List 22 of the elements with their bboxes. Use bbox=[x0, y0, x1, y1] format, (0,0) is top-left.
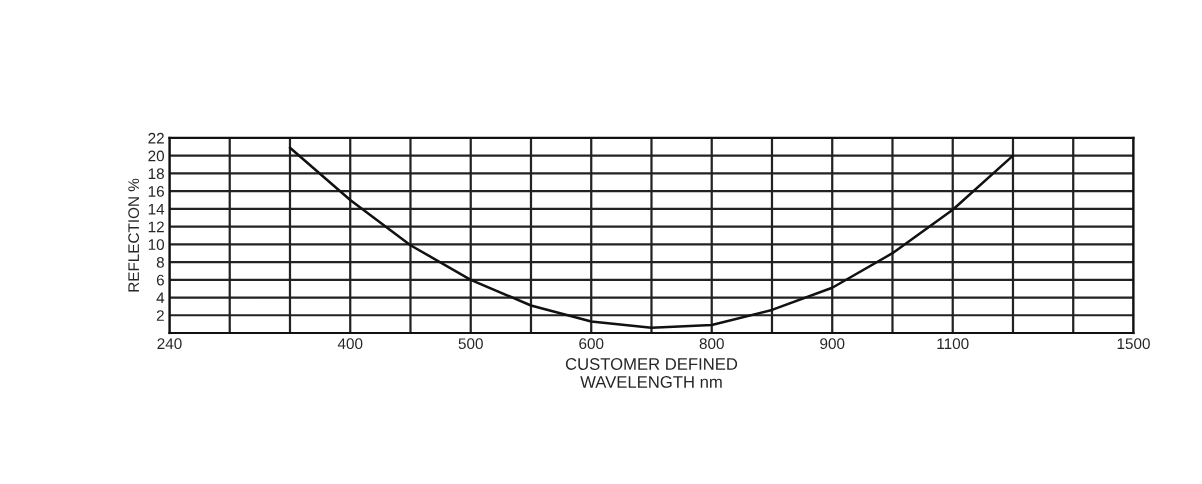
y-tick-label: 8 bbox=[156, 256, 164, 268]
y-tick-label: 16 bbox=[148, 186, 164, 197]
y-tick-label: 12 bbox=[148, 221, 164, 233]
x-tick-label: 240 bbox=[157, 338, 182, 350]
y-axis-title: REFLECTION % bbox=[128, 178, 140, 292]
y-tick-label: 6 bbox=[156, 274, 164, 286]
y-tick-label: 2 bbox=[156, 310, 164, 321]
x-tick-label: 1500 bbox=[1117, 338, 1150, 350]
x-tick-label: 600 bbox=[579, 338, 604, 350]
x-tick-label: 500 bbox=[458, 338, 483, 350]
y-tick-label: 14 bbox=[148, 203, 165, 215]
x-tick-label: 1100 bbox=[937, 338, 969, 350]
line-series bbox=[288, 146, 1015, 329]
y-tick-label: 20 bbox=[148, 150, 165, 162]
x-tick-label: 400 bbox=[337, 338, 363, 350]
y-tick-label: 4 bbox=[156, 292, 165, 304]
x-tick-label: 800 bbox=[699, 338, 724, 350]
y-tick-label: 18 bbox=[148, 168, 164, 180]
x-axis-title: CUSTOMER DEFINED WAVELENGTH nm bbox=[565, 358, 738, 388]
y-tick-label: 22 bbox=[148, 132, 164, 144]
y-tick-label: 10 bbox=[148, 239, 165, 251]
x-tick-label: 900 bbox=[820, 338, 845, 350]
